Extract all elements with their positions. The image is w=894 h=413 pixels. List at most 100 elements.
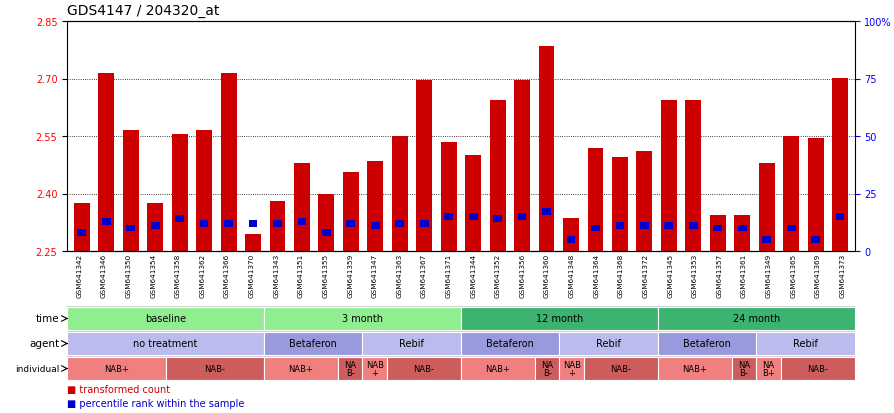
Bar	[713, 225, 721, 232]
Text: 24 month: 24 month	[732, 314, 779, 324]
Bar	[535, 357, 559, 380]
Text: baseline: baseline	[145, 314, 186, 324]
Bar	[755, 332, 854, 356]
Bar	[220, 74, 236, 252]
Text: GSM641370: GSM641370	[249, 254, 255, 298]
Bar	[562, 219, 578, 252]
Bar	[810, 237, 819, 243]
Text: GSM641367: GSM641367	[420, 254, 426, 298]
Text: GSM641357: GSM641357	[715, 254, 721, 298]
Bar	[273, 221, 282, 227]
Bar	[392, 137, 408, 252]
Text: GSM641363: GSM641363	[396, 254, 402, 298]
Bar	[786, 225, 795, 232]
Bar	[731, 357, 755, 380]
Text: NAB+: NAB+	[288, 364, 313, 373]
Text: NAB-: NAB-	[610, 364, 630, 373]
Bar	[440, 142, 456, 252]
Bar	[395, 221, 404, 227]
Bar	[636, 152, 652, 252]
Text: GSM641358: GSM641358	[174, 254, 181, 298]
Bar	[465, 156, 481, 252]
Bar	[517, 214, 526, 221]
Bar	[67, 307, 264, 330]
Text: NAB-: NAB-	[204, 364, 225, 373]
Bar	[758, 164, 773, 252]
Text: GSM641347: GSM641347	[371, 254, 377, 298]
Bar	[780, 357, 854, 380]
Bar	[657, 307, 854, 330]
Text: GSM641343: GSM641343	[273, 254, 279, 298]
Bar	[639, 223, 648, 230]
Bar	[460, 357, 535, 380]
Bar	[559, 357, 583, 380]
Text: GSM641353: GSM641353	[691, 254, 697, 298]
Bar	[657, 357, 731, 380]
Bar	[318, 194, 334, 252]
Text: no treatment: no treatment	[133, 339, 198, 349]
Bar	[370, 223, 379, 230]
Text: GSM641359: GSM641359	[347, 254, 353, 298]
Text: Rebif: Rebif	[595, 339, 620, 349]
Text: agent: agent	[30, 339, 59, 349]
Bar	[685, 100, 701, 252]
Bar	[175, 216, 184, 223]
Bar	[419, 221, 428, 227]
Bar	[566, 237, 575, 243]
Text: ■ percentile rank within the sample: ■ percentile rank within the sample	[67, 399, 244, 408]
Bar	[78, 230, 86, 237]
Bar	[709, 215, 725, 252]
Bar	[782, 137, 798, 252]
Text: NA
B-: NA B-	[343, 360, 356, 377]
Bar	[615, 223, 624, 230]
Bar	[460, 332, 559, 356]
Bar	[660, 100, 676, 252]
Bar	[264, 332, 362, 356]
Bar	[513, 81, 529, 252]
Text: NA
B+: NA B+	[762, 360, 774, 377]
Text: Rebif: Rebif	[399, 339, 424, 349]
Text: NAB+: NAB+	[681, 364, 706, 373]
Bar	[755, 357, 780, 380]
Text: GSM641344: GSM641344	[469, 254, 476, 298]
Text: NAB
+: NAB +	[562, 360, 580, 377]
Text: GSM641354: GSM641354	[150, 254, 156, 298]
Text: GSM641355: GSM641355	[322, 254, 328, 298]
Bar	[249, 221, 257, 227]
Bar	[493, 216, 502, 223]
Bar	[245, 234, 261, 252]
Bar	[264, 307, 460, 330]
Bar	[172, 135, 188, 252]
Bar	[269, 202, 285, 252]
Text: 3 month: 3 month	[342, 314, 383, 324]
Bar	[199, 221, 208, 227]
Bar	[806, 139, 822, 252]
Bar	[835, 214, 843, 221]
Text: ■ transformed count: ■ transformed count	[67, 384, 170, 394]
Bar	[122, 131, 139, 252]
Text: NAB-: NAB-	[806, 364, 827, 373]
Text: GSM641356: GSM641356	[519, 254, 525, 298]
Text: GSM641371: GSM641371	[445, 254, 451, 298]
Bar	[196, 131, 212, 252]
Text: NA
B-: NA B-	[737, 360, 749, 377]
Text: GSM641345: GSM641345	[666, 254, 672, 298]
Text: Betaferon: Betaferon	[682, 339, 730, 349]
Bar	[224, 221, 232, 227]
Text: GSM641346: GSM641346	[101, 254, 107, 298]
Text: GSM641369: GSM641369	[814, 254, 820, 298]
Bar	[293, 164, 309, 252]
Text: GSM641364: GSM641364	[593, 254, 599, 298]
Text: NA
B-: NA B-	[540, 360, 552, 377]
Bar	[489, 100, 505, 252]
Bar	[67, 357, 165, 380]
Text: GSM641362: GSM641362	[199, 254, 206, 298]
Text: Betaferon: Betaferon	[485, 339, 534, 349]
Bar	[559, 332, 657, 356]
Bar	[468, 214, 477, 221]
Bar	[297, 218, 306, 225]
Bar	[148, 204, 163, 252]
Text: GSM641349: GSM641349	[764, 254, 771, 298]
Text: GSM641350: GSM641350	[125, 254, 131, 298]
Text: GDS4147 / 204320_at: GDS4147 / 204320_at	[67, 4, 219, 18]
